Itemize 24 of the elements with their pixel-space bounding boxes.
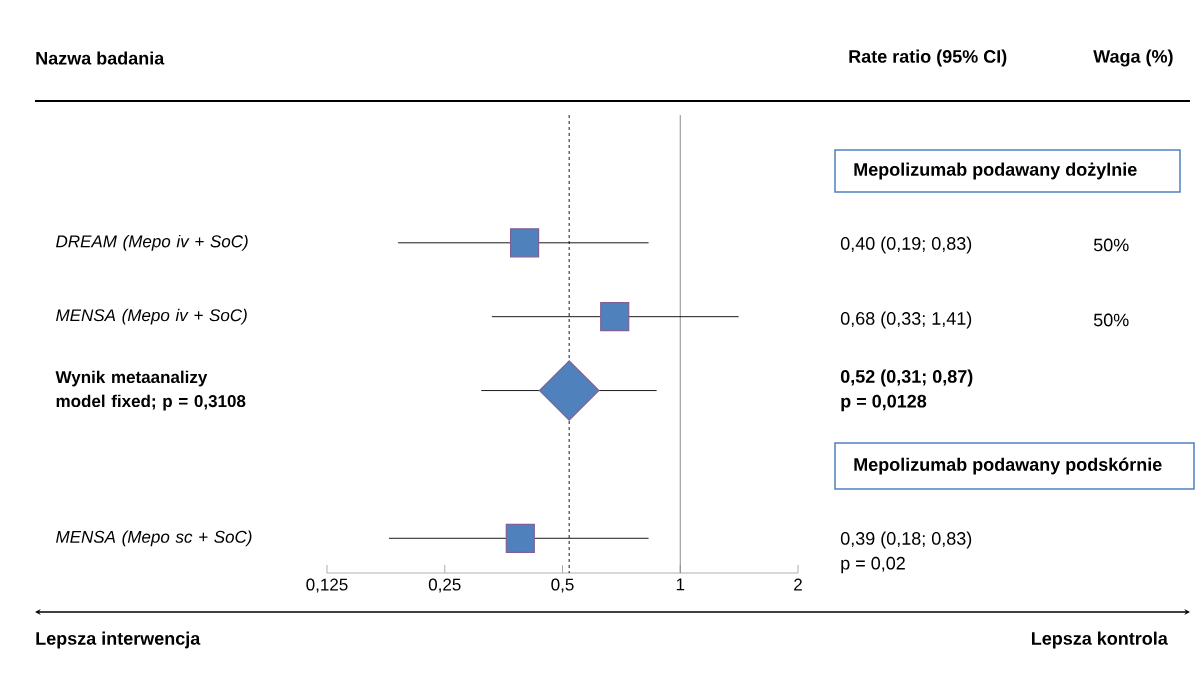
y-tick-label: MENSA (Mepo iv + SoC) xyxy=(56,308,247,325)
y-tick-label: Wynik metaanalizy model fixed; p = 0,3108 xyxy=(55,370,246,411)
text: 50% xyxy=(1093,313,1129,327)
text: Rate ratio (95% CI) xyxy=(849,49,1007,67)
x-tick-label: 2 xyxy=(794,578,802,591)
y-tick-label: DREAM (Mepo iv + SoC) xyxy=(56,234,248,251)
text: Lepsza interwencja xyxy=(36,631,201,649)
text: 0,39 (0,18; 0,83) xyxy=(840,531,972,549)
text: Lepsza kontrola xyxy=(1031,631,1168,649)
text: 0,40 (0,19; 0,83) xyxy=(840,236,972,254)
x-tick-label: 0,125 xyxy=(306,578,348,593)
text: Mepolizumab podawany podskórnie xyxy=(854,457,1162,475)
text: Waga (%) xyxy=(1093,49,1173,67)
x-tick-label: 0,5 xyxy=(551,578,574,593)
x-tick-label: 1 xyxy=(676,578,685,591)
text: 0,52 (0,31; 0,87) xyxy=(840,369,973,387)
text: p = 0,02 xyxy=(841,556,905,574)
text: 0,68 (0,33; 1,41) xyxy=(840,311,972,329)
x-tick-label: 0,25 xyxy=(428,578,461,593)
y-tick-label: MENSA (Mepo sc + SoC) xyxy=(56,530,252,547)
text: 50% xyxy=(1093,238,1129,252)
text: Nazwa badania xyxy=(36,51,165,65)
text: p = 0,0128 xyxy=(841,394,927,412)
text: Mepolizumab podawany dożylnie xyxy=(854,162,1137,180)
